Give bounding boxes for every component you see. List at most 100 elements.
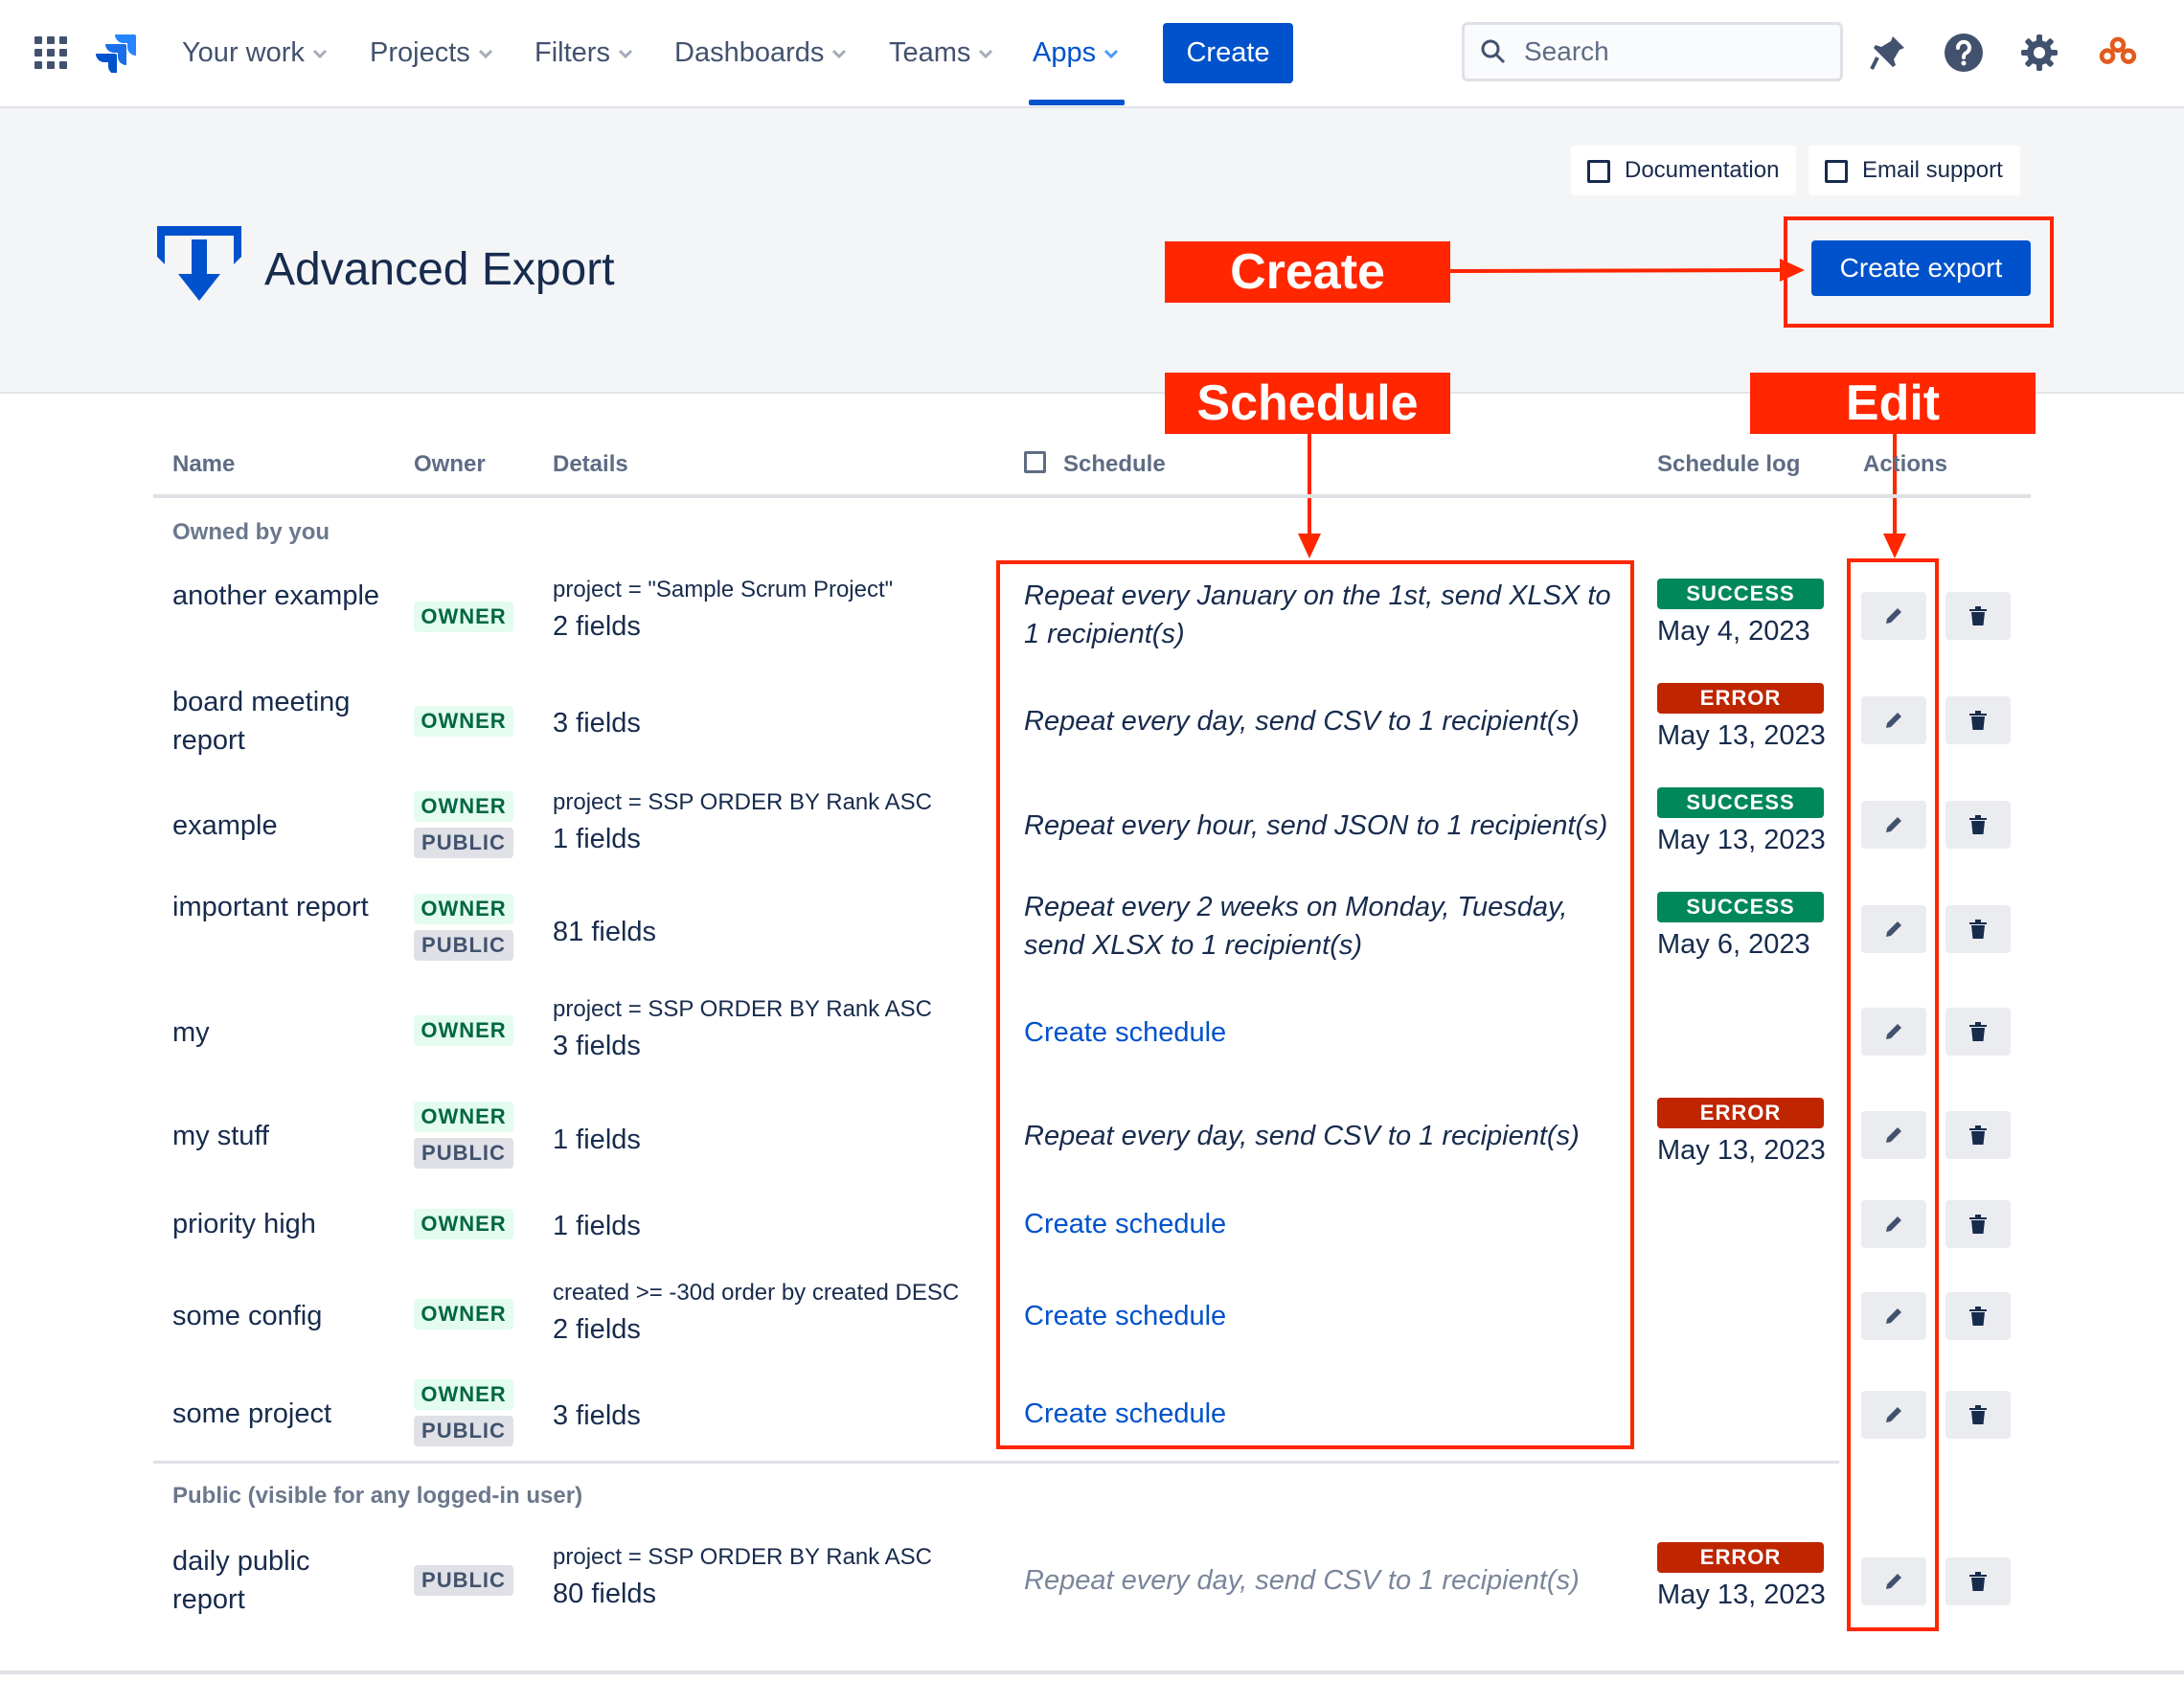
- nav-dashboards[interactable]: Dashboards: [674, 29, 847, 77]
- edit-button[interactable]: [1861, 1557, 1926, 1605]
- column-header-owner[interactable]: Owner: [414, 451, 486, 477]
- header-divider: [153, 494, 2031, 498]
- profile-avatar-icon[interactable]: [2098, 33, 2138, 73]
- create-export-button[interactable]: Create export: [1811, 240, 2031, 296]
- export-name[interactable]: my: [172, 1017, 210, 1048]
- delete-button[interactable]: [1945, 592, 2011, 640]
- delete-button[interactable]: [1945, 905, 2011, 953]
- annotation-schedule-box: [996, 560, 1634, 1449]
- create-schedule-link[interactable]: Create schedule: [1024, 1209, 1227, 1239]
- edit-button[interactable]: [1861, 801, 1926, 849]
- settings-icon[interactable]: [2019, 33, 2059, 73]
- column-header-schedule-log[interactable]: Schedule log: [1657, 451, 1801, 477]
- column-header-details[interactable]: Details: [553, 451, 628, 477]
- schedule-description[interactable]: Repeat every hour, send JSON to 1 recipi…: [1024, 810, 1608, 841]
- schedule-description[interactable]: Repeat every day, send CSV to 1 recipien…: [1024, 1121, 1580, 1151]
- status-badge: ERROR: [1657, 1098, 1824, 1128]
- fields-count: 2 fields: [553, 611, 641, 642]
- trash-icon: [1969, 920, 1987, 939]
- delete-button[interactable]: [1945, 1111, 2011, 1159]
- export-details: project = SSP ORDER BY Rank ASC 80 field…: [553, 1542, 993, 1615]
- public-badge: PUBLIC: [414, 930, 513, 961]
- public-badge: PUBLIC: [414, 1138, 513, 1169]
- nav-filters-label: Filters: [535, 37, 610, 68]
- nav-your-work[interactable]: Your work: [182, 29, 328, 77]
- external-link-icon: [1825, 160, 1848, 183]
- export-name[interactable]: my stuff: [172, 1121, 269, 1151]
- log-date: May 6, 2023: [1657, 929, 1810, 960]
- group-divider: [153, 1461, 1839, 1464]
- nav-your-work-label: Your work: [182, 37, 305, 68]
- export-name[interactable]: some config: [172, 1301, 323, 1331]
- schedule-description[interactable]: Repeat every 2 weeks on Monday, Tuesday,…: [1024, 892, 1568, 961]
- create-schedule-link[interactable]: Create schedule: [1024, 1398, 1227, 1429]
- export-name[interactable]: daily public report: [172, 1546, 310, 1615]
- export-name[interactable]: board meeting report: [172, 687, 351, 756]
- delete-button[interactable]: [1945, 696, 2011, 744]
- owner-badge: OWNER: [414, 791, 513, 822]
- pencil-icon: [1886, 1308, 1901, 1324]
- notifications-icon[interactable]: [1868, 33, 1908, 73]
- nav-filters[interactable]: Filters: [535, 29, 633, 77]
- export-name[interactable]: another example: [172, 580, 380, 611]
- nav-teams[interactable]: Teams: [889, 29, 993, 77]
- owner-badges: OWNER: [414, 1209, 515, 1245]
- jira-logo-icon[interactable]: [96, 33, 136, 73]
- column-header-name[interactable]: Name: [172, 451, 236, 477]
- edit-button[interactable]: [1861, 592, 1926, 640]
- export-name[interactable]: example: [172, 810, 278, 841]
- email-support-link[interactable]: Email support: [1809, 146, 2020, 195]
- delete-button[interactable]: [1945, 1391, 2011, 1439]
- app-switcher-icon[interactable]: [34, 36, 67, 69]
- group-title-public: Public (visible for any logged-in user): [172, 1483, 583, 1509]
- pencil-icon: [1886, 1574, 1901, 1589]
- log-date: May 13, 2023: [1657, 825, 1826, 855]
- create-schedule-link[interactable]: Create schedule: [1024, 1301, 1227, 1331]
- nav-dashboards-label: Dashboards: [674, 37, 825, 68]
- create-button[interactable]: Create: [1163, 23, 1293, 83]
- nav-apps[interactable]: Apps: [1033, 29, 1119, 77]
- documentation-link[interactable]: Documentation: [1571, 146, 1797, 195]
- edit-button[interactable]: [1861, 1391, 1926, 1439]
- column-header-schedule[interactable]: Schedule: [1024, 450, 1166, 479]
- annotation-create-label: Create: [1165, 241, 1450, 303]
- trash-icon: [1969, 1022, 1987, 1041]
- trash-icon: [1969, 1215, 1987, 1234]
- create-schedule-link[interactable]: Create schedule: [1024, 1017, 1227, 1048]
- edit-button[interactable]: [1861, 1008, 1926, 1056]
- delete-button[interactable]: [1945, 1008, 2011, 1056]
- delete-button[interactable]: [1945, 801, 2011, 849]
- fields-count: 3 fields: [553, 1400, 641, 1431]
- owner-badges: OWNER: [414, 706, 515, 742]
- owner-badges: OWNER PUBLIC: [414, 791, 515, 864]
- edit-button[interactable]: [1861, 1292, 1926, 1340]
- delete-button[interactable]: [1945, 1557, 2011, 1605]
- owner-badge: OWNER: [414, 1379, 513, 1410]
- edit-button[interactable]: [1861, 696, 1926, 744]
- export-details: 3 fields: [553, 702, 993, 744]
- group-title-owned: Owned by you: [172, 519, 330, 545]
- export-name[interactable]: important report: [172, 892, 369, 922]
- page-title: Advanced Export: [264, 244, 615, 295]
- help-icon[interactable]: [1944, 33, 1984, 73]
- annotation-arrow-icon: [1298, 434, 1321, 558]
- delete-button[interactable]: [1945, 1200, 2011, 1248]
- export-name[interactable]: priority high: [172, 1209, 316, 1239]
- edit-button[interactable]: [1861, 1111, 1926, 1159]
- status-badge: SUCCESS: [1657, 892, 1824, 922]
- search-input[interactable]: Search: [1462, 22, 1843, 81]
- pencil-icon: [1886, 608, 1901, 624]
- delete-button[interactable]: [1945, 1292, 2011, 1340]
- nav-projects[interactable]: Projects: [370, 29, 493, 77]
- fields-count: 3 fields: [553, 708, 641, 739]
- chevron-down-icon: [832, 50, 847, 59]
- log-date: May 13, 2023: [1657, 1580, 1826, 1610]
- owner-badge: OWNER: [414, 706, 513, 737]
- edit-button[interactable]: [1861, 1200, 1926, 1248]
- edit-button[interactable]: [1861, 905, 1926, 953]
- schedule-description[interactable]: Repeat every day, send CSV to 1 recipien…: [1024, 706, 1580, 737]
- export-name[interactable]: some project: [172, 1398, 332, 1429]
- schedule-description[interactable]: Repeat every January on the 1st, send XL…: [1024, 580, 1611, 649]
- log-date: May 13, 2023: [1657, 1135, 1826, 1166]
- advanced-export-logo-icon: [157, 226, 241, 301]
